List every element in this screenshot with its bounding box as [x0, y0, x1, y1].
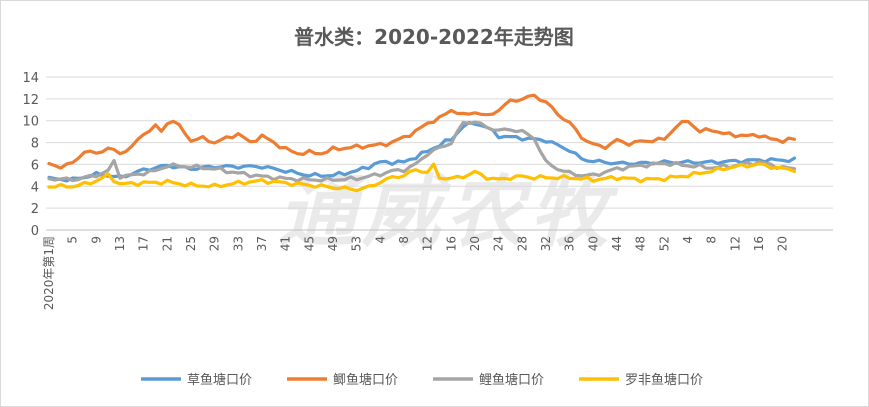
x-tick-label: 16: [444, 236, 458, 251]
series-line-4: [47, 162, 797, 193]
legend-label: 鲫鱼塘口价: [333, 372, 398, 388]
x-tick-label: 41: [279, 236, 293, 251]
x-tick-label: 25: [184, 236, 198, 251]
x-tick-label: 20: [468, 236, 482, 251]
x-tick-label: 4: [681, 236, 695, 244]
x-tick-label: 48: [634, 236, 648, 251]
x-axis-ticks: 2020年第1周 5 9 13 17 21 25 29 33 37 41 45 49 53 4 8 12 16 20…: [42, 236, 790, 310]
x-tick-label: 40: [586, 236, 600, 251]
x-tick-label: 52: [657, 236, 671, 251]
x-tick-label: 33: [231, 236, 245, 251]
legend-label: 鲤鱼塘口价: [479, 372, 544, 388]
legend: 草鱼塘口价 鲫鱼塘口价 鲤鱼塘口价 罗非鱼塘口价: [141, 372, 703, 388]
x-tick-label: 9: [89, 236, 103, 244]
x-tick-label: 4: [373, 236, 387, 244]
series-line-1: [47, 120, 797, 183]
x-tick-label: 8: [705, 236, 719, 244]
y-axis-ticks: 0 2 4 6 8 10 12 14: [22, 71, 39, 239]
legend-label: 罗非鱼塘口价: [625, 372, 703, 388]
series-line-2: [47, 93, 797, 170]
legend-label: 草鱼塘口价: [187, 372, 252, 388]
x-tick-label: 53: [350, 236, 364, 251]
x-tick-label: 45: [302, 236, 316, 251]
x-tick-label: 2020年第1周: [42, 236, 56, 310]
y-tick-label: 2: [31, 202, 39, 217]
y-tick-label: 10: [22, 115, 39, 130]
x-tick-label: 21: [160, 236, 174, 251]
x-tick-label: 37: [255, 236, 269, 251]
x-tick-label: 17: [137, 236, 151, 251]
x-tick-label: 12: [728, 236, 742, 251]
series-line-3: [47, 120, 797, 183]
chart-title: 普水类：2020-2022年走势图: [294, 25, 574, 49]
y-tick-label: 0: [31, 224, 39, 239]
series-lines: [47, 93, 797, 193]
x-tick-label: 28: [515, 236, 529, 251]
x-tick-label: 13: [113, 236, 127, 251]
y-tick-label: 6: [31, 158, 39, 173]
y-tick-label: 12: [22, 93, 39, 108]
x-tick-label: 5: [66, 236, 80, 244]
x-tick-label: 20: [776, 236, 790, 251]
y-tick-label: 4: [31, 180, 39, 195]
x-tick-label: 36: [563, 236, 577, 251]
x-tick-label: 24: [492, 236, 506, 251]
x-tick-label: 8: [397, 236, 411, 244]
x-tick-label: 12: [421, 236, 435, 251]
x-tick-label: 32: [539, 236, 553, 251]
x-tick-label: 29: [208, 236, 222, 251]
y-tick-label: 8: [31, 137, 39, 152]
x-tick-label: 16: [752, 236, 766, 251]
x-tick-label: 44: [610, 236, 624, 251]
y-tick-label: 14: [22, 71, 39, 86]
x-tick-label: 49: [326, 236, 340, 251]
watermark-text: 通威农牧: [278, 168, 619, 258]
